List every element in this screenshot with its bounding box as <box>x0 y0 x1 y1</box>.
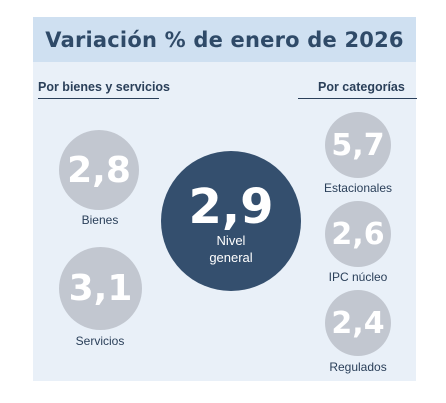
ipc-nucleo-value-circle: 2,6 <box>325 201 391 267</box>
section-title-goods-services: Por bienes y servicios <box>38 80 171 94</box>
header-bar: Variación % de enero de 2026 <box>33 17 416 62</box>
regulados-value-circle: 2,4 <box>325 290 391 356</box>
regulados-label: Regulados <box>329 360 387 374</box>
section-title-categories: Por categorías <box>318 80 405 94</box>
nivel-general-label-line1: Nivel <box>216 233 246 248</box>
bienes-label: Bienes <box>81 213 119 227</box>
estacionales-label: Estacionales <box>323 181 393 195</box>
nivel-general-label-line2: general <box>209 250 253 265</box>
page-title: Variación % de enero de 2026 <box>45 27 404 52</box>
divider-left <box>38 98 159 99</box>
servicios-value-circle: 3,1 <box>59 247 142 330</box>
nivel-general-value: 2,9 <box>188 179 274 235</box>
divider-right <box>298 98 417 99</box>
ipc-nucleo-label: IPC núcleo <box>328 270 388 284</box>
estacionales-value-circle: 5,7 <box>325 112 391 178</box>
servicios-label: Servicios <box>75 334 125 348</box>
nivel-general-circle: 2,9 Nivel general <box>161 151 301 291</box>
bienes-value-circle: 2,8 <box>59 130 139 210</box>
